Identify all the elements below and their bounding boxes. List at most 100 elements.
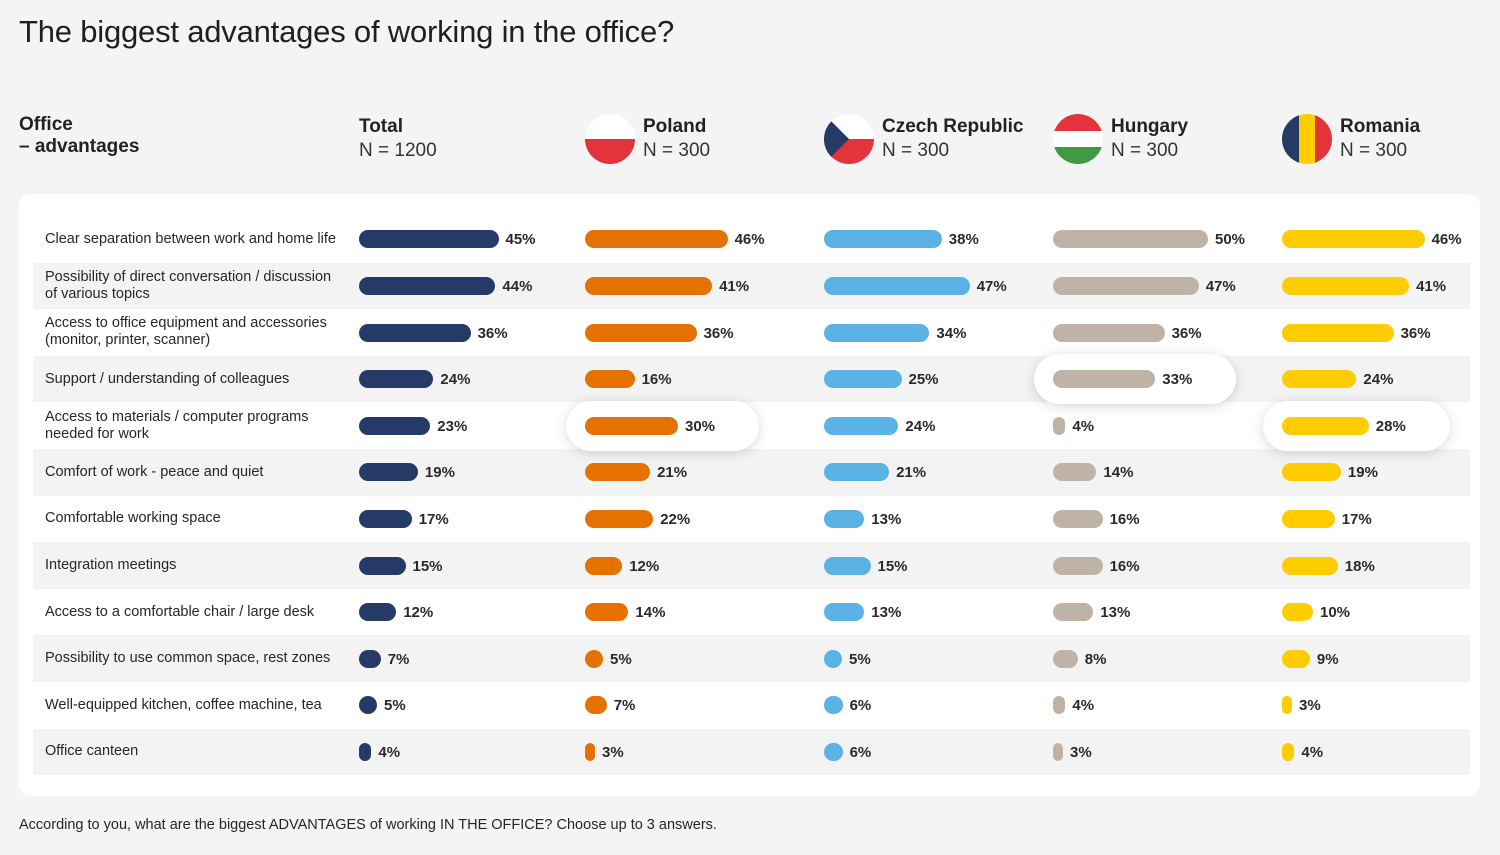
data-label: 47%: [976, 277, 1007, 295]
data-label: 30%: [685, 417, 716, 435]
bar: [824, 370, 902, 389]
bar: [824, 416, 899, 435]
bar: [824, 696, 843, 715]
data-label: 50%: [1215, 231, 1246, 249]
bar: [1282, 416, 1369, 435]
page-title: The biggest advantages of working in the…: [19, 14, 675, 49]
bar: [359, 416, 431, 435]
column-header-text: Czech Republic N = 300: [882, 115, 1023, 163]
data-label: 21%: [896, 464, 927, 482]
data-label: 19%: [1347, 464, 1378, 482]
data-label: 6%: [849, 697, 872, 715]
data-label: 7%: [387, 650, 410, 668]
survey-question-note: According to you, what are the biggest A…: [19, 817, 717, 833]
bar: [359, 230, 499, 249]
data-label: 3%: [1299, 697, 1321, 715]
data-label: 17%: [1341, 510, 1372, 528]
data-label: 18%: [1344, 557, 1375, 575]
category-label: Possibility to use common space, rest zo…: [45, 650, 331, 667]
row-header: Office – advantages: [19, 114, 139, 158]
bar: [359, 323, 471, 342]
data-label: 4%: [1301, 743, 1324, 761]
bar: [1053, 276, 1199, 295]
bar: [585, 323, 697, 342]
data-label: 14%: [1103, 464, 1134, 482]
data-label: 13%: [871, 604, 902, 622]
bar: [824, 276, 970, 295]
romania-flag-icon: [1282, 114, 1332, 164]
data-label: 12%: [629, 557, 660, 575]
bar: [1053, 556, 1103, 575]
category-label: Integration meetings: [45, 556, 177, 573]
data-label: 25%: [908, 371, 939, 389]
bar: [359, 276, 496, 295]
bar: [1282, 556, 1338, 575]
data-label: 14%: [635, 604, 666, 622]
data-label: 47%: [1205, 277, 1236, 295]
bar: [1053, 370, 1156, 389]
row-stripe: [33, 635, 1470, 682]
data-label: 17%: [418, 510, 449, 528]
column-header-text: Poland N = 300: [643, 115, 710, 163]
bar: [824, 323, 930, 342]
data-label: 36%: [703, 324, 734, 342]
bar: [585, 230, 728, 249]
data-label: 44%: [502, 277, 533, 295]
bar: [359, 370, 434, 389]
data-label: 24%: [1363, 371, 1394, 389]
bar: [359, 463, 418, 482]
data-label: 46%: [734, 231, 765, 249]
data-label: 5%: [849, 650, 871, 668]
bar: [1282, 370, 1357, 389]
data-label: 34%: [936, 324, 967, 342]
data-label: 4%: [378, 743, 401, 761]
bar: [585, 370, 635, 389]
data-label: 3%: [602, 743, 624, 761]
data-label: 36%: [477, 324, 508, 342]
bar: [1282, 603, 1313, 622]
data-label: 22%: [660, 510, 691, 528]
data-label: 3%: [1070, 743, 1092, 761]
bar: [585, 509, 654, 528]
bar: [585, 696, 607, 715]
category-label: Access to a comfortable chair / large de…: [45, 603, 315, 620]
data-label: 38%: [948, 231, 979, 249]
data-label: 36%: [1171, 324, 1202, 342]
bar: [1053, 696, 1066, 715]
bar: [1282, 742, 1295, 761]
category-label: Office canteen: [45, 743, 139, 760]
bar: [585, 603, 629, 622]
data-label: 15%: [877, 557, 908, 575]
data-label: 10%: [1320, 604, 1351, 622]
bar: [1053, 230, 1208, 249]
column-name: Total: [359, 116, 403, 137]
bar: [359, 603, 397, 622]
data-label: 33%: [1162, 371, 1193, 389]
category-label: Access to materials / computer programs …: [45, 408, 309, 442]
data-label: 8%: [1084, 650, 1107, 668]
data-label: 9%: [1316, 650, 1339, 668]
data-label: 4%: [1072, 697, 1095, 715]
column-name: Romania: [1340, 116, 1421, 137]
bar: [1282, 230, 1425, 249]
bar: [824, 742, 843, 761]
bar: [585, 649, 603, 668]
category-label: Clear separation between work and home l…: [45, 230, 336, 247]
bar: [585, 742, 595, 761]
hungary-flag-icon: [1053, 114, 1103, 164]
row-stripe: [33, 542, 1470, 589]
data-label: 36%: [1400, 324, 1431, 342]
bar: [359, 649, 381, 668]
row-header-line2: – advantages: [19, 136, 140, 157]
category-label: Comfortable working space: [45, 510, 221, 527]
bar: [824, 603, 865, 622]
data-label: 45%: [505, 231, 536, 249]
data-label: 15%: [412, 557, 443, 575]
bar: [585, 463, 651, 482]
row-stripe: [33, 262, 1470, 310]
bar: [359, 696, 377, 715]
data-label: 41%: [1416, 277, 1447, 295]
data-label: 19%: [424, 464, 455, 482]
bar: [1053, 416, 1066, 435]
